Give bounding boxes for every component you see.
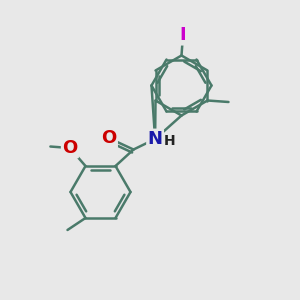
Text: N: N — [148, 130, 163, 148]
Text: O: O — [101, 129, 116, 147]
Text: I: I — [180, 26, 186, 44]
Text: H: H — [164, 134, 176, 148]
Text: O: O — [62, 139, 77, 157]
